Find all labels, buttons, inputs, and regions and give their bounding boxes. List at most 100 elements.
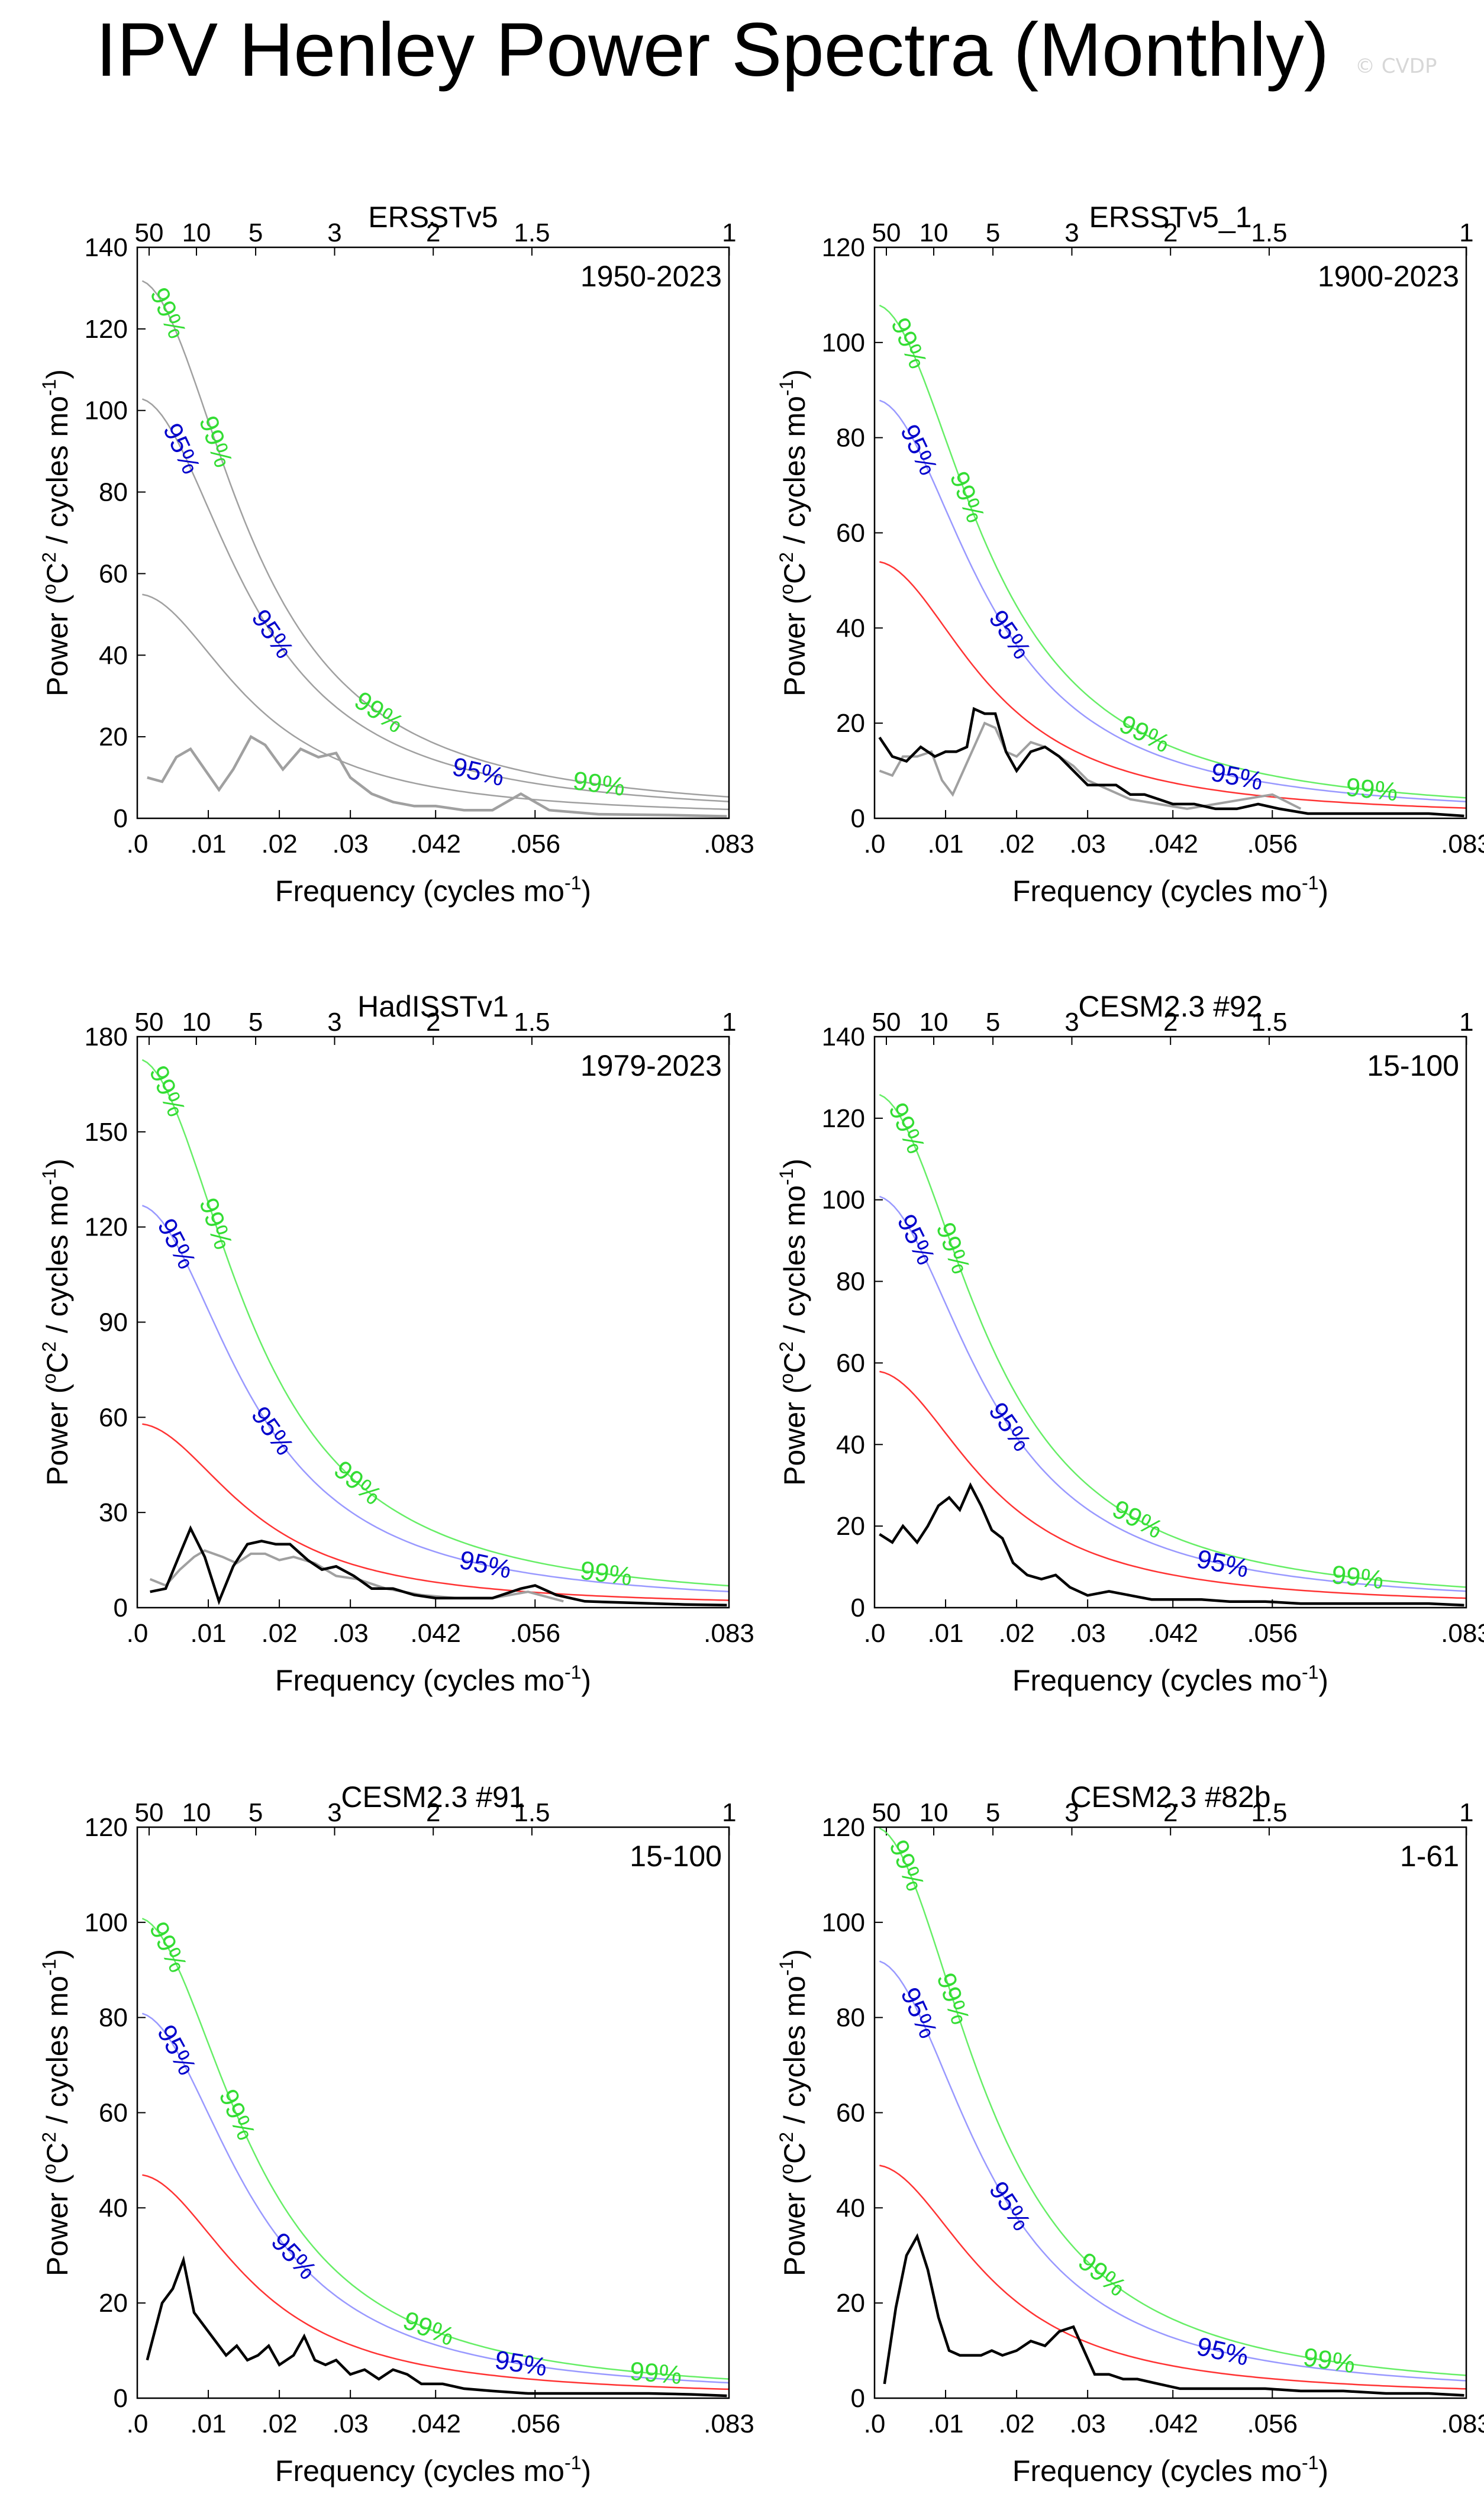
x-axis-title-text: Frequency (cycles mo — [1012, 2454, 1302, 2488]
ci95-curve — [879, 1195, 1466, 1592]
x-axis-title: Frequency (cycles mo-1) — [275, 1661, 591, 1697]
y-tick-label: 40 — [836, 1430, 865, 1459]
x-axis-title-text: Frequency (cycles mo — [275, 1664, 564, 1697]
spectrum-line — [150, 1525, 727, 1606]
x-axis-title: Frequency (cycles mo-1) — [275, 2452, 591, 2488]
y-axis-title-part: ) — [41, 1159, 74, 1169]
x-axis-title-end: ) — [1318, 875, 1328, 908]
x-tick-label: .042 — [410, 2409, 461, 2438]
y-tick-label: 120 — [822, 1813, 865, 1842]
ci-label: 99% — [883, 1836, 930, 1895]
plot-frame — [136, 1035, 730, 1609]
y-axis-title-part: -1 — [776, 379, 797, 396]
x-tick-label: .02 — [262, 2409, 298, 2438]
panel-title: CESM2.3 #92 — [1078, 990, 1262, 1023]
spectrum-line — [883, 2232, 1464, 2397]
y-tick-label: 100 — [85, 396, 128, 425]
y-tick-label: 100 — [822, 1908, 865, 1937]
spectrum-panel: CESM2.3 #92 15-100 0 20 40 60 80 100 120 140 .0 .01… — [776, 990, 1484, 1697]
y-tick-label: 180 — [85, 1022, 128, 1051]
y-axis-title-part: -1 — [38, 1959, 60, 1976]
x-axis-title-end: ) — [581, 2454, 591, 2488]
x-tick-label: .01 — [927, 2409, 963, 2438]
x-tick-label: .03 — [333, 1619, 369, 1648]
main-title-text: IPV Henley Power Spectra (Monthly) — [95, 8, 1330, 92]
curves — [141, 1918, 729, 2398]
ci-label: 99% — [930, 1219, 975, 1278]
x-axis-title-end: ) — [1318, 2454, 1328, 2488]
y-tick-label: 60 — [99, 2099, 128, 2128]
y-axis-title-part: 2 — [776, 2132, 797, 2143]
ci-label: 99% — [1330, 1560, 1385, 1595]
y-axis-title-part: 2 — [38, 1341, 60, 1352]
x-tick-label: .02 — [999, 2409, 1035, 2438]
x-tick-label: .056 — [1247, 830, 1298, 859]
y-axis-title-part: 2 — [776, 1341, 797, 1352]
ci95-curve — [141, 398, 729, 802]
x-axis-title-sup: -1 — [564, 872, 581, 893]
y-tick-label: 0 — [851, 2384, 865, 2413]
ci-label: 99% — [579, 1556, 634, 1591]
y-tick-label: 100 — [822, 1186, 865, 1215]
y-axis-title-part: Power ( — [41, 2174, 74, 2276]
y-axis-title: Power (oC2 / cycles mo-1) — [38, 1949, 74, 2276]
y-tick-label: 20 — [836, 2289, 865, 2318]
ci-label: 95% — [457, 1546, 514, 1585]
x-axis-title: Frequency (cycles mo-1) — [1012, 872, 1328, 908]
y-tick-label: 60 — [99, 1403, 128, 1432]
ci-label: 99% — [144, 283, 192, 343]
x-tick-label: .0 — [127, 1619, 149, 1648]
x-tick-label: .03 — [1070, 2409, 1106, 2438]
x-tick-label: .0 — [864, 2409, 886, 2438]
y-tick-label: 0 — [851, 804, 865, 833]
y-tick-label: 60 — [836, 2099, 865, 2128]
panel-period-label: 15-100 — [1367, 1049, 1459, 1082]
top-tick-label: 1 — [722, 1008, 736, 1037]
y-axis-title-part: -1 — [776, 1959, 797, 1976]
y-tick-label: 40 — [836, 614, 865, 643]
y-tick-label: 40 — [99, 2193, 128, 2222]
ci99-curve — [879, 1827, 1466, 2376]
x-tick-label: .02 — [262, 830, 298, 859]
red-noise-curve — [879, 2164, 1466, 2390]
top-tick-label: 10 — [920, 1008, 949, 1037]
top-tick-label: 10 — [182, 1798, 211, 1827]
top-tick-label: 3 — [327, 218, 341, 247]
red-noise-curve — [879, 561, 1466, 809]
y-axis-title-part: / cycles mo — [41, 396, 74, 552]
y-axis-title-part: o — [38, 584, 60, 595]
top-tick-label: 10 — [182, 218, 211, 247]
y-tick-label: 20 — [836, 709, 865, 738]
ci-label: 95% — [983, 605, 1036, 664]
x-tick-label: .02 — [999, 830, 1035, 859]
x-tick-label: .01 — [927, 1619, 963, 1648]
ci-label: 95% — [895, 420, 943, 480]
top-tick-label: 1 — [1459, 1008, 1473, 1037]
y-tick-label: 90 — [99, 1308, 128, 1337]
top-tick-label: 3 — [1064, 1008, 1079, 1037]
y-axis-title-part: / cycles mo — [778, 1185, 811, 1341]
y-axis-title: Power (oC2 / cycles mo-1) — [38, 369, 74, 696]
ci-label: 99% — [213, 2085, 260, 2144]
y-axis-title-part: -1 — [38, 379, 60, 396]
top-tick-label: 2 — [426, 1798, 440, 1827]
x-axis-title-end: ) — [1318, 1664, 1328, 1697]
y-tick-label: 80 — [836, 424, 865, 453]
top-tick-label: 50 — [135, 1008, 164, 1037]
ci95-curve — [141, 2012, 729, 2384]
ci-label: 95% — [151, 2020, 202, 2080]
curves — [878, 304, 1466, 818]
y-axis-title-part: o — [776, 1373, 797, 1384]
y-axis-title-part: 2 — [776, 552, 797, 563]
top-tick-label: 5 — [986, 1008, 1000, 1037]
y-tick-label: 0 — [851, 1593, 865, 1622]
y-axis-title: Power (oC2 / cycles mo-1) — [776, 1159, 811, 1486]
ci99-curve — [141, 1059, 729, 1587]
ci99-curve — [879, 1093, 1466, 1588]
y-tick-label: 80 — [836, 2004, 865, 2032]
ci-label: 99% — [144, 1917, 193, 1977]
top-tick-label: 3 — [327, 1008, 341, 1037]
panel-title: CESM2.3 #82b — [1070, 1780, 1270, 1814]
y-axis-title-part: Power ( — [778, 594, 811, 696]
